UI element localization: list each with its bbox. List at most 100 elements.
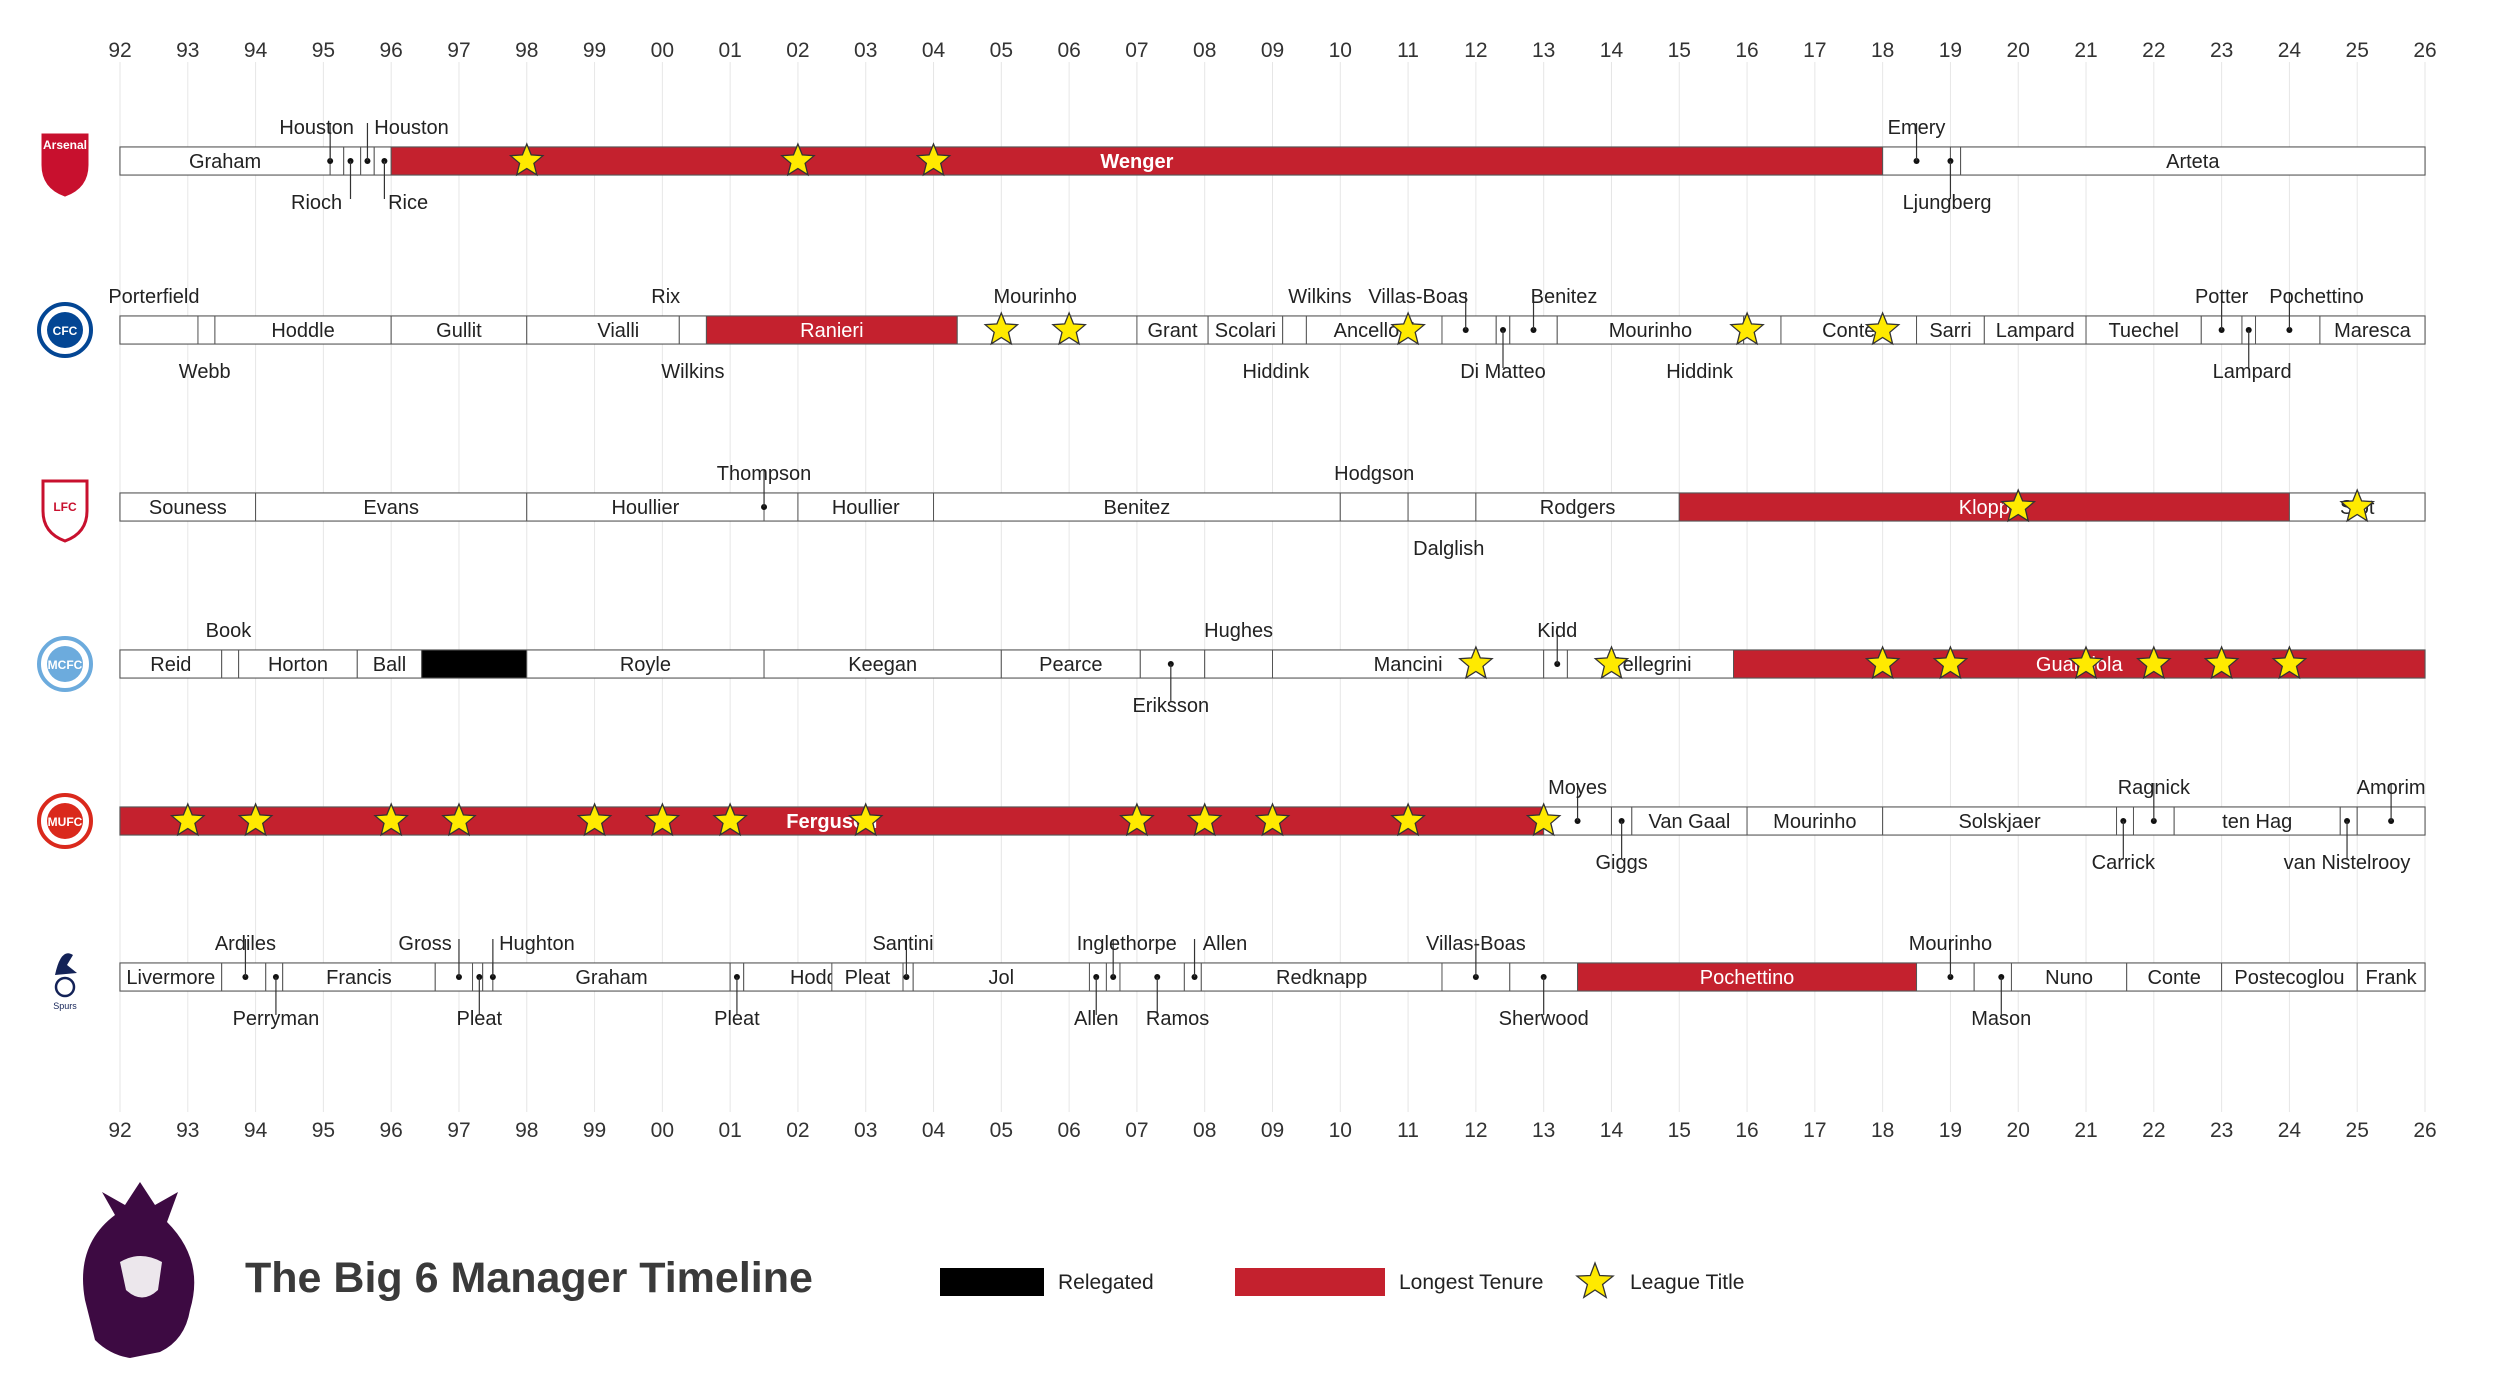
callout-label: Mason [1971,1008,2031,1030]
tenure-segment [197,315,216,345]
tick-label-bottom: 22 [2142,1119,2165,1142]
league-title-star [1390,802,1426,837]
manager-label: Solskjaer [1958,811,2041,833]
tenure-segment [1631,806,1748,836]
man-utd-crest-icon: MUFC [37,793,93,849]
callout-label: Mourinho [1909,933,1992,955]
tick-label-top: 98 [515,39,538,62]
tenure-segment [1119,962,1185,992]
tick-label-top: 19 [1939,39,1962,62]
crest-text: Arsenal [43,138,87,152]
tick-label-top: 94 [244,39,268,62]
manager-label: Jol [989,967,1015,989]
callout-label: Ragnick [2118,777,2191,799]
liverpool-crest-icon: LFC [41,479,89,543]
manager-label: Frank [2366,967,2418,989]
callout-label: Benitez [1531,286,1598,308]
manager-label: Pearce [1039,654,1102,676]
callout-label: Potter [2195,286,2249,308]
league-title-star [508,142,545,177]
tick-label-bottom: 16 [1735,1119,1758,1142]
tick-label-top: 13 [1532,39,1555,62]
manager-label: Horton [268,654,328,676]
callout-label: Wilkins [661,361,724,383]
callout-label: Perryman [233,1008,320,1030]
callout-label: van Nistelrooy [2284,852,2411,874]
tick-label-top: 08 [1193,39,1216,62]
manager-label: Evans [363,497,419,519]
tenure-segment [119,962,223,992]
crest-text: CFC [53,324,78,338]
league-title-star [2136,645,2172,680]
tick-label-bottom: 09 [1261,1119,1284,1142]
manager-label: Gullit [436,320,482,342]
year-gridlines [119,62,2426,1112]
premier-league-logo [83,1182,195,1358]
tenure-segment [2010,962,2128,992]
tick-label-bottom: 99 [583,1119,606,1142]
callout-label: Carrick [2092,852,2156,874]
tick-label-bottom: 07 [1125,1119,1148,1142]
tenure-segment [1000,649,1141,679]
league-title-star [1051,311,1087,346]
callout-label: Rioch [291,192,342,214]
tick-label-top: 18 [1871,39,1894,62]
man-city-crest-icon: MCFC [37,636,93,692]
league-title-star [2000,488,2037,523]
callout-label: Webb [179,361,231,383]
tick-label-top: 20 [2007,39,2030,62]
tick-label-bottom: 02 [786,1119,809,1142]
manager-label: Livermore [126,967,215,989]
tenure-segment [1577,962,1918,992]
tenure-segment [678,315,707,345]
callout-label: Hodgson [1334,463,1414,485]
tick-label-top: 23 [2210,39,2233,62]
league-title-star [2068,645,2104,680]
manager-label: Souness [149,497,227,519]
tick-label-bottom: 25 [2346,1119,2369,1142]
callout-label: Lampard [2213,361,2292,383]
legend-item-longest: Longest Tenure [1235,1268,1543,1296]
club-row-manchester-united: Ferguson Van Gaal Mourinho Solskjaer ten Hag… [119,777,2426,874]
callout-label: Mourinho [994,286,1077,308]
tenure-segment [1407,492,1477,522]
manager-label: Arteta [2166,151,2220,173]
tick-label-bottom: 26 [2413,1119,2436,1142]
tick-label-top: 96 [379,39,402,62]
callout-label: Giggs [1596,852,1648,874]
crest-text: LFC [53,500,77,514]
tenure-segment [421,649,528,679]
tick-label-top: 12 [1464,39,1487,62]
tick-label-top: 99 [583,39,606,62]
tenure-segment [933,492,1341,522]
tick-label-bottom: 15 [1668,1119,1691,1142]
tenure-segment [238,649,358,679]
tenure-segment [119,492,257,522]
callout-label: Villas-Boas [1426,933,1526,955]
manager-label: Reid [150,654,191,676]
tick-label-top: 01 [718,39,741,62]
tenure-segment [1983,315,2087,345]
tick-label-bottom: 21 [2074,1119,2097,1142]
tick-label-top: 03 [854,39,877,62]
tenure-segment [119,649,223,679]
tick-label-bottom: 93 [176,1119,199,1142]
manager-label: Keegan [848,654,917,676]
manager-label: Pochettino [1700,967,1795,989]
legend-label: Longest Tenure [1399,1271,1543,1294]
callout-label: Hiddink [1243,361,1311,383]
tenure-segment [1204,649,1274,679]
league-title-star [712,802,748,837]
tick-label-bottom: 17 [1803,1119,1826,1142]
spurs-crest-icon: Spurs [53,953,77,1011]
callout-label: Ardiles [215,933,276,955]
league-title-star [1254,802,1291,837]
callout-label: Ljungberg [1903,192,1992,214]
tenure-segment [1780,315,1918,345]
tenure-segment [1305,315,1443,345]
manager-label: Benitez [1104,497,1171,519]
tenure-segment [2319,315,2426,345]
manager-label: Nuno [2045,967,2093,989]
league-title-star [1729,311,1765,346]
